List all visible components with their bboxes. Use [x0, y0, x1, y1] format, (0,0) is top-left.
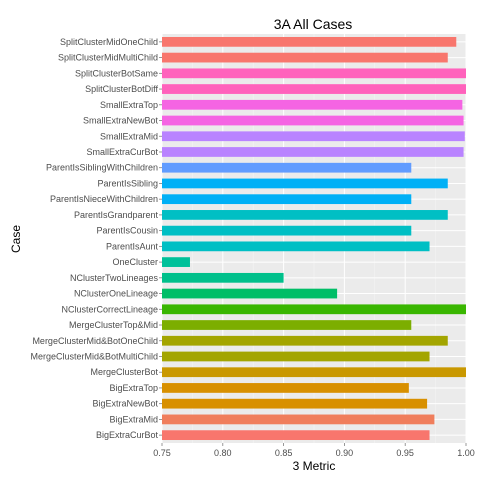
bar	[162, 115, 464, 126]
y-tick-label: ParentIsSiblingWithChildren	[46, 163, 158, 173]
y-tick-label: SmallExtraMid	[100, 131, 158, 141]
bars	[162, 36, 466, 441]
bar	[162, 225, 412, 236]
y-tick-label: BigExtraMid	[109, 414, 158, 424]
bar	[162, 304, 466, 315]
y-tick-label: MergeClusterBot	[90, 367, 158, 377]
bar	[162, 162, 412, 173]
x-tick-label: 0.75	[153, 448, 171, 458]
y-tick-label: BigExtraNewBot	[92, 399, 158, 409]
bar	[162, 178, 448, 189]
y-tick-label: SmallExtraNewBot	[83, 116, 159, 126]
y-tick-label: BigExtraCurBot	[96, 430, 159, 440]
bar	[162, 99, 463, 110]
y-tick-label: SplitClusterBotSame	[75, 68, 158, 78]
y-tick-label: ParentIsNieceWithChildren	[50, 194, 158, 204]
y-tick-label: NClusterOneLineage	[74, 289, 158, 299]
y-tick-label: MergeClusterTop&Mid	[69, 320, 158, 330]
bar	[162, 241, 430, 252]
x-tick-label: 1.00	[457, 448, 475, 458]
bar	[162, 367, 466, 378]
y-tick-label: ParentIsGrandparent	[74, 210, 159, 220]
x-axis-title: 3 Metric	[293, 459, 336, 473]
bar	[162, 430, 430, 441]
y-tick-labels: SplitClusterMidOneChild SplitClusterMidMu…	[30, 37, 162, 440]
bar	[162, 52, 448, 63]
bar	[162, 398, 428, 409]
bar	[162, 383, 409, 393]
bar	[162, 36, 457, 47]
y-tick-label: SmallExtraCurBot	[86, 147, 158, 157]
x-tick-label: 0.85	[275, 448, 293, 458]
y-tick-label: OneCluster	[112, 257, 158, 267]
y-tick-label: NClusterTwoLineages	[70, 273, 159, 283]
y-tick-label: MergeClusterMid&BotMultiChild	[30, 351, 158, 361]
bar	[162, 288, 338, 299]
x-tick-labels: 0.75 0.80 0.85 0.90 0.95 1.00	[153, 443, 475, 458]
y-tick-label: MergeClusterMid&BotOneChild	[32, 336, 158, 346]
x-tick-label: 0.95	[396, 448, 414, 458]
bar	[162, 84, 466, 94]
y-axis-title: Case	[9, 225, 23, 253]
bar	[162, 414, 435, 425]
bar	[162, 257, 190, 267]
bar	[162, 68, 466, 79]
bar	[162, 210, 448, 220]
y-tick-label: SplitClusterMidMultiChild	[58, 53, 158, 63]
bar	[162, 272, 284, 283]
y-tick-label: BigExtraTop	[109, 383, 158, 393]
x-tick-label: 0.80	[214, 448, 232, 458]
bar	[162, 131, 465, 142]
bar	[162, 194, 412, 205]
y-tick-label: SplitClusterMidOneChild	[60, 37, 158, 47]
y-tick-label: ParentIsSibling	[97, 178, 158, 188]
bar	[162, 320, 412, 330]
y-tick-label: SplitClusterBotDiff	[85, 84, 158, 94]
y-tick-label: NClusterCorrectLineage	[61, 304, 158, 314]
bar	[162, 335, 448, 346]
bar	[162, 147, 464, 157]
chart-title: 3A All Cases	[274, 16, 353, 32]
bar	[162, 351, 430, 362]
x-tick-label: 0.90	[336, 448, 354, 458]
y-tick-label: SmallExtraTop	[100, 100, 158, 110]
y-tick-label: ParentIsCousin	[96, 226, 158, 236]
y-tick-label: ParentIsAunt	[106, 241, 159, 251]
